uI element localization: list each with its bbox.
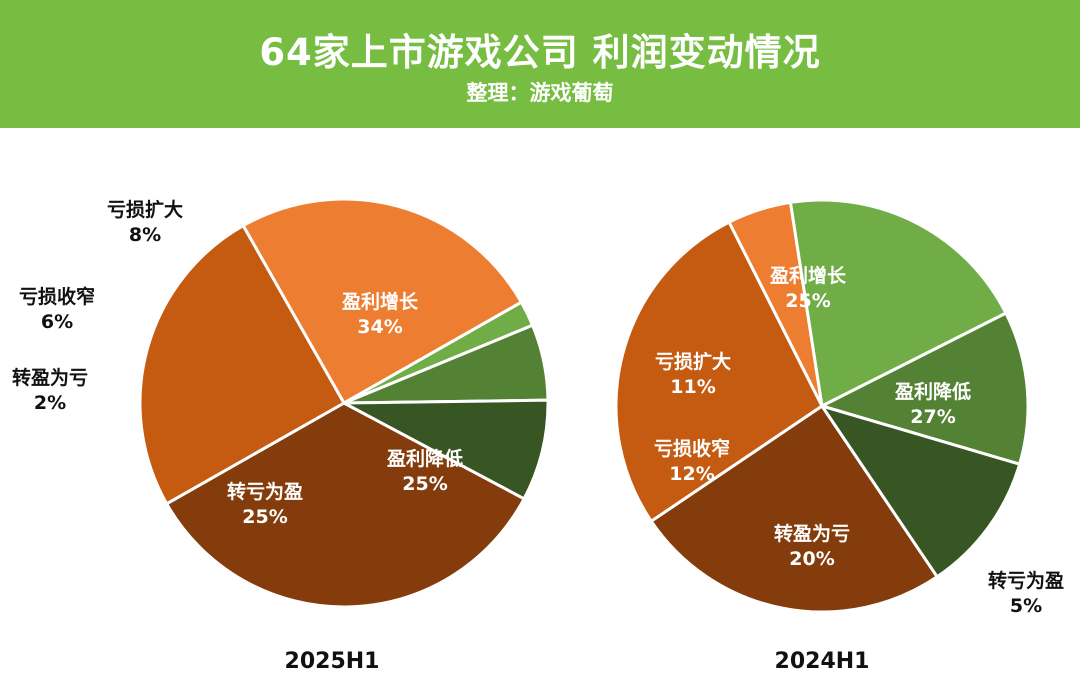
- header-banner: 64家上市游戏公司 利润变动情况 整理：游戏葡萄: [0, 0, 1080, 128]
- slice-转亏为盈-value-label: 5%: [1010, 595, 1042, 617]
- slice-盈利增长-value-label: 34%: [357, 316, 402, 338]
- slice-转盈为亏-label: 转盈为亏: [774, 522, 850, 545]
- slice-盈利降低-value-label: 27%: [910, 406, 955, 428]
- page-title: 64家上市游戏公司 利润变动情况: [259, 31, 821, 74]
- pie-slice-盈利降低: [138, 224, 346, 506]
- pie-labels: 盈利增长 25% 盈利降低 27% 转亏为盈 5% 转盈为亏 20% 亏损收窄 12% 亏损扩大 11…: [654, 264, 1064, 617]
- slice-盈利降低-label: 盈利降低: [386, 447, 463, 470]
- page-subtitle: 整理：游戏葡萄: [466, 81, 614, 105]
- slice-盈利降低-label: 盈利降低: [894, 380, 971, 403]
- slice-亏损收窄-value-label: 6%: [41, 311, 73, 333]
- slice-亏损收窄-label: 亏损收窄: [654, 437, 730, 460]
- chart-caption-2024H1: 2024H1: [775, 649, 870, 674]
- slice-亏损收窄-label: 亏损收窄: [19, 285, 95, 308]
- slice-盈利增长-label: 盈利增长: [341, 290, 419, 313]
- pie-slice-盈利增长: [649, 404, 939, 614]
- slice-转亏为盈-label: 转亏为盈: [988, 569, 1064, 592]
- pie-labels: 盈利增长 34% 盈利降低 25% 转亏为盈 25% 转盈为亏 2% 亏损收窄 6% 亏损扩大 8%: [12, 198, 463, 528]
- slice-转亏为盈-value-label: 25%: [242, 506, 287, 528]
- slice-盈利降低-value-label: 25%: [402, 473, 447, 495]
- pie-slice-盈利降低: [614, 220, 824, 523]
- slice-亏损扩大-label: 亏损扩大: [107, 198, 183, 221]
- slice-亏损扩大-value-label: 8%: [129, 224, 161, 246]
- slice-转盈为亏-value-label: 2%: [34, 392, 66, 414]
- pie-slice-转亏为盈: [241, 197, 523, 405]
- pie-slice-转盈为亏: [788, 198, 1008, 408]
- pie-chart-2025H1: [138, 197, 550, 609]
- slice-转亏为盈-label: 转亏为盈: [227, 480, 303, 503]
- pie-slice-亏损扩大: [820, 404, 1022, 579]
- slice-亏损收窄-value-label: 12%: [669, 463, 714, 485]
- slice-转盈为亏-value-label: 20%: [789, 548, 834, 570]
- slice-盈利增长-value-label: 25%: [785, 290, 830, 312]
- slice-盈利增长-label: 盈利增长: [769, 264, 847, 287]
- chart-caption-2025H1: 2025H1: [285, 649, 380, 674]
- pie-slice-亏损扩大: [342, 398, 550, 501]
- pie-chart-2024H1: [614, 198, 1030, 614]
- slice-转盈为亏-label: 转盈为亏: [12, 366, 88, 389]
- slice-亏损扩大-label: 亏损扩大: [655, 350, 731, 373]
- pie-slice-亏损收窄: [820, 311, 1030, 466]
- slice-亏损扩大-value-label: 11%: [670, 376, 715, 398]
